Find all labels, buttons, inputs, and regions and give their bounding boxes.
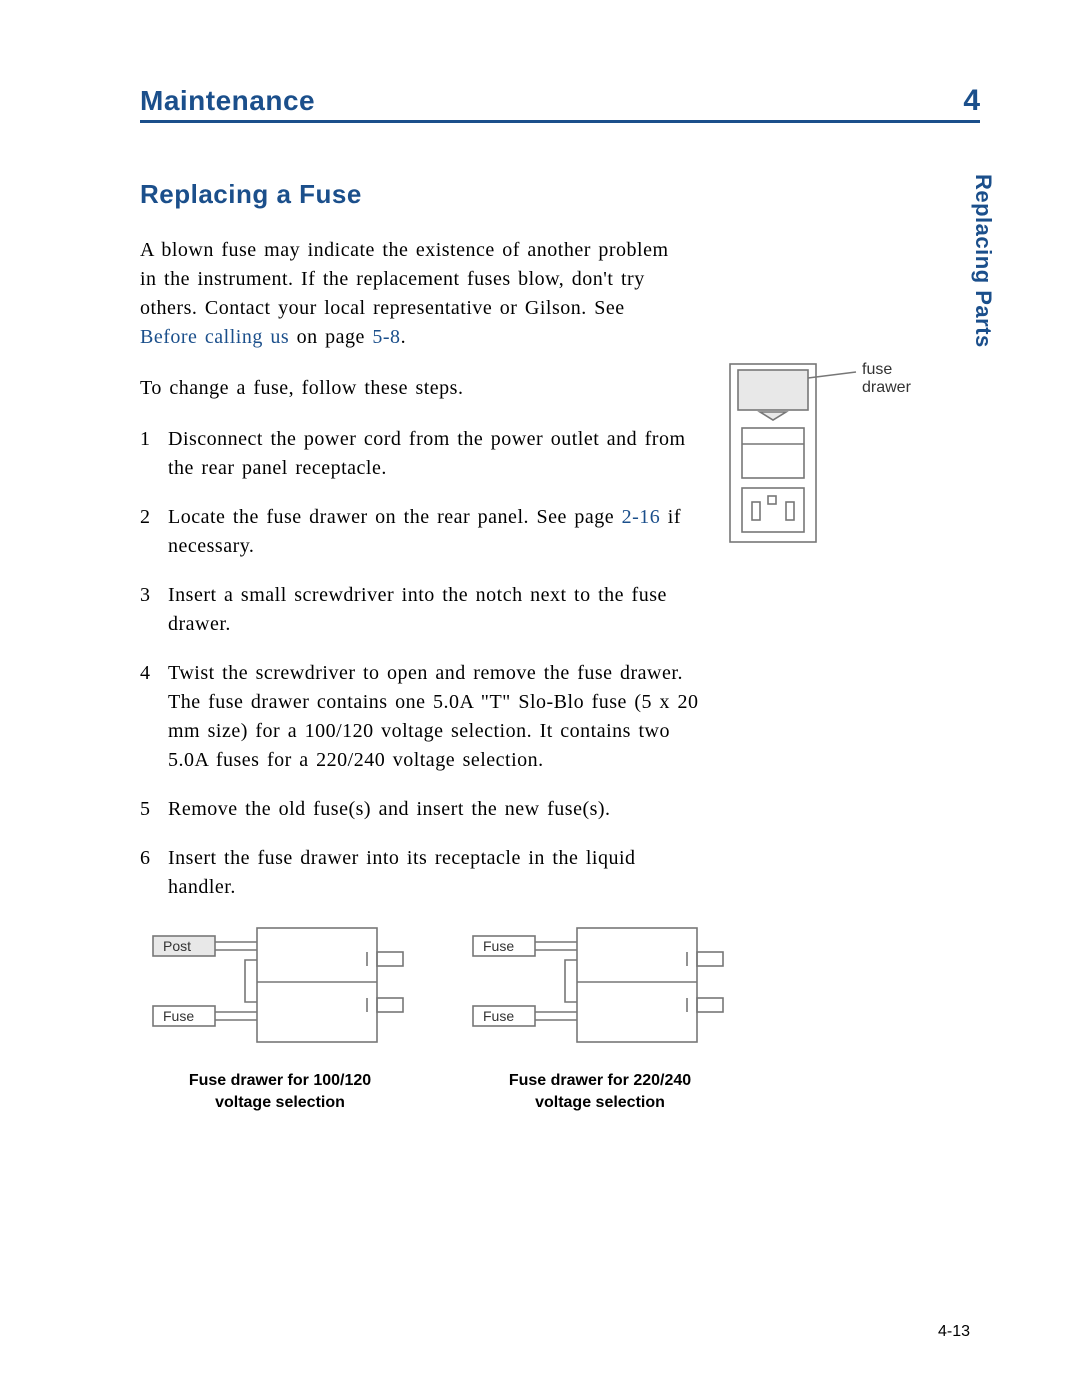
drawer-caption-right: Fuse drawer for 220/240 voltage selectio…	[460, 1070, 740, 1113]
intro-text-pre: A blown fuse may indicate the existence …	[140, 239, 669, 319]
drawer-left-bottom-label: Fuse	[163, 1008, 194, 1024]
step-number: 4	[140, 659, 168, 775]
drawer-caption-left: Fuse drawer for 100/120 voltage selectio…	[140, 1070, 420, 1113]
step-4: 4 Twist the screwdriver to open and remo…	[140, 659, 700, 775]
step-1: 1 Disconnect the power cord from the pow…	[140, 425, 700, 483]
step-6: 6 Insert the fuse drawer into its recept…	[140, 844, 700, 902]
step-number: 6	[140, 844, 168, 902]
intro-text-post: .	[401, 326, 407, 348]
step-number: 5	[140, 795, 168, 824]
chapter-title: Maintenance	[140, 85, 315, 117]
side-tab: Replacing Parts	[970, 174, 996, 348]
step-text: Remove the old fuse(s) and insert the ne…	[168, 798, 611, 820]
link-page-5-8[interactable]: 5-8	[372, 326, 400, 348]
step-text-pre: Locate the fuse drawer on the rear panel…	[168, 506, 622, 528]
link-before-calling-us[interactable]: Before calling us	[140, 326, 289, 348]
caption-line2: voltage selection	[460, 1092, 740, 1114]
intro-text-mid: on page	[289, 326, 372, 348]
link-page-2-16[interactable]: 2-16	[622, 506, 661, 528]
step-5: 5 Remove the old fuse(s) and insert the …	[140, 795, 700, 824]
panel-label-line1: fuse	[862, 361, 892, 378]
panel-label-line2: drawer	[862, 379, 912, 396]
drawer-figure-220-240: Fuse Fuse Fuse drawer for 220/240 voltag…	[460, 922, 740, 1113]
step-number: 1	[140, 425, 168, 483]
page: Maintenance 4 Replacing Parts Replacing …	[0, 0, 1080, 1397]
step-text: Disconnect the power cord from the power…	[168, 428, 686, 479]
drawer-figure-100-120: Post Fuse Fuse drawer for 100/120 voltag…	[140, 922, 420, 1113]
caption-line2: voltage selection	[140, 1092, 420, 1114]
step-text: Twist the screwdriver to open and remove…	[168, 662, 699, 771]
step-text: Insert the fuse drawer into its receptac…	[168, 847, 636, 898]
caption-line1: Fuse drawer for 100/120	[140, 1070, 420, 1092]
step-number: 2	[140, 503, 168, 561]
step-text: Insert a small screwdriver into the notc…	[168, 584, 667, 635]
steps-list: 1 Disconnect the power cord from the pow…	[140, 425, 700, 902]
drawer-left-top-label: Post	[163, 938, 191, 954]
section-title: Replacing a Fuse	[140, 179, 980, 210]
page-number: 4-13	[938, 1323, 970, 1341]
chapter-number: 4	[963, 84, 980, 118]
rear-panel-figure: fuse drawer	[720, 358, 950, 548]
drawer-right-bottom-label: Fuse	[483, 1008, 514, 1024]
header: Maintenance 4	[140, 84, 980, 123]
lead-text: To change a fuse, follow these steps.	[140, 374, 680, 403]
intro-paragraph: A blown fuse may indicate the existence …	[140, 236, 680, 403]
step-number: 3	[140, 581, 168, 639]
step-3: 3 Insert a small screwdriver into the no…	[140, 581, 700, 639]
drawer-right-top-label: Fuse	[483, 938, 514, 954]
drawer-figures: Post Fuse Fuse drawer for 100/120 voltag…	[140, 922, 980, 1113]
step-2: 2 Locate the fuse drawer on the rear pan…	[140, 503, 700, 561]
caption-line1: Fuse drawer for 220/240	[460, 1070, 740, 1092]
